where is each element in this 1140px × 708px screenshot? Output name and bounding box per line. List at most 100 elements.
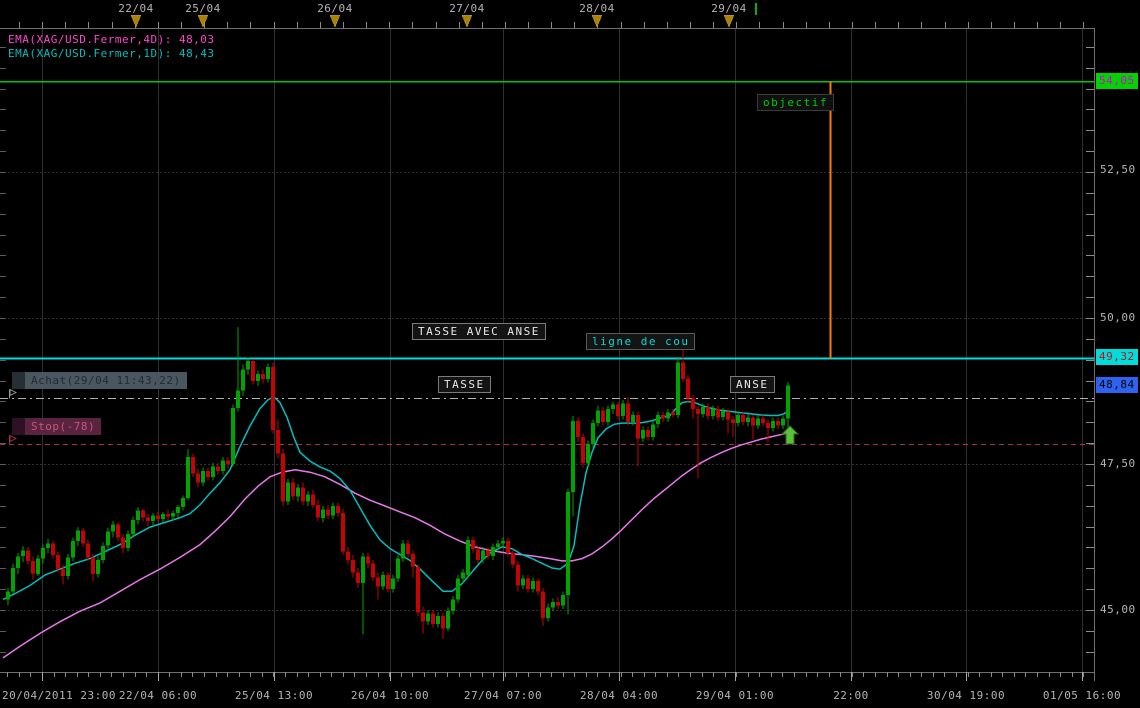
candle-body <box>741 414 745 422</box>
candle-body <box>6 591 10 600</box>
candle-body <box>506 541 510 553</box>
stop-order-text: Stop(-78) <box>25 418 102 435</box>
candle-body <box>631 414 635 422</box>
bottom-axis-label: 26/04 10:00 <box>350 689 430 702</box>
candle-body <box>496 543 500 547</box>
candle-body <box>371 563 375 578</box>
annotation-anse[interactable]: ANSE <box>730 376 775 393</box>
candle-body <box>391 578 395 589</box>
candle-body <box>576 420 580 438</box>
candle-body <box>51 543 55 556</box>
candle-body <box>756 418 760 426</box>
candle-body <box>421 612 425 622</box>
candle-body <box>156 515 160 519</box>
candle-body <box>696 409 700 414</box>
legend-ema-4d: EMA(XAG/USD.Fermer,4D): 48,03 <box>8 33 215 46</box>
candle-body <box>186 457 190 498</box>
candle-body <box>541 591 545 619</box>
candle-body <box>181 497 185 508</box>
candle-body <box>221 460 225 471</box>
candle-body <box>526 578 530 589</box>
candle-body <box>501 541 505 544</box>
annotation-objectif[interactable]: objectif <box>757 94 834 111</box>
candle-body <box>436 615 440 624</box>
candle-body <box>641 430 645 439</box>
candle-body <box>316 504 320 518</box>
candle-body <box>71 541 75 558</box>
drag-handle-icon[interactable] <box>12 418 25 435</box>
candle-body <box>701 406 705 414</box>
candle-body <box>516 564 520 586</box>
candle-body <box>131 520 135 535</box>
candle-body <box>56 555 60 570</box>
candle-body <box>101 545 105 560</box>
candle-body <box>621 403 625 417</box>
candle-body <box>786 385 790 419</box>
candle-body <box>726 411 730 420</box>
day-start-marker-icon <box>591 14 603 28</box>
candle-body <box>351 559 355 573</box>
candle-body <box>416 566 420 613</box>
candle-body <box>591 423 595 445</box>
candle-body <box>301 487 305 502</box>
candle-body <box>216 466 220 471</box>
candle-body <box>121 537 125 549</box>
price-axis-label: 45,00 <box>1100 603 1136 616</box>
candle-wick <box>237 326 239 412</box>
candle-body <box>671 412 675 415</box>
candle-body <box>651 424 655 438</box>
candle-body <box>266 367 270 379</box>
candle-body <box>711 409 715 417</box>
candle-body <box>381 575 385 587</box>
candle-body <box>376 577 380 587</box>
annotation-tasse[interactable]: TASSE <box>438 376 491 393</box>
candle-wick <box>732 416 734 438</box>
candle-body <box>251 361 255 382</box>
candle-body <box>191 457 195 474</box>
candle-body <box>206 471 210 477</box>
top-axis-label: 28/04 <box>579 2 615 15</box>
candle-body <box>706 406 710 417</box>
candle-body <box>106 531 110 546</box>
candle-body <box>676 362 680 415</box>
candle-body <box>776 420 780 426</box>
candle-body <box>451 599 455 612</box>
candle-body <box>211 466 215 477</box>
candle-body <box>346 551 350 560</box>
stop-order-label[interactable]: Stop(-78) <box>12 418 102 435</box>
candle-body <box>246 361 250 370</box>
candle-body <box>286 482 290 502</box>
day-start-marker-icon <box>197 14 209 28</box>
drag-handle-icon[interactable] <box>12 372 25 389</box>
candle-body <box>21 550 25 557</box>
candle-body <box>276 430 280 454</box>
top-axis-label: 22/04 <box>118 2 154 15</box>
bottom-axis-label: 22/04 06:00 <box>118 689 198 702</box>
candle-body <box>461 572 465 579</box>
candle-body <box>596 410 600 424</box>
candle-body <box>296 487 300 497</box>
candle-body <box>271 367 275 431</box>
annotation-tasse-avec-anse[interactable]: TASSE AVEC ANSE <box>412 323 546 340</box>
price-axis-label: 52,50 <box>1100 163 1136 176</box>
price-axis-label: 50,00 <box>1100 311 1136 324</box>
candle-body <box>41 548 45 559</box>
candle-body <box>336 506 340 513</box>
annotation-ligne-de-cou[interactable]: ligne de cou <box>586 333 696 350</box>
candle-body <box>556 601 560 606</box>
candle-body <box>26 550 30 561</box>
candle-body <box>166 514 170 517</box>
bottom-axis-label: 30/04 19:00 <box>926 689 1006 702</box>
candle-body <box>686 378 690 399</box>
candle-body <box>476 549 480 560</box>
bottom-axis-label: 01/05 16:00 <box>1042 689 1122 702</box>
candle-body <box>261 374 265 379</box>
candle-body <box>11 568 15 592</box>
day-start-marker-icon <box>130 14 142 28</box>
candle-body <box>511 552 515 565</box>
buy-order-label[interactable]: Achat(29/04 11:43,22) <box>12 372 187 389</box>
candle-body <box>231 407 235 464</box>
candle-body <box>716 409 720 418</box>
buy-order-text: Achat(29/04 11:43,22) <box>25 372 187 389</box>
